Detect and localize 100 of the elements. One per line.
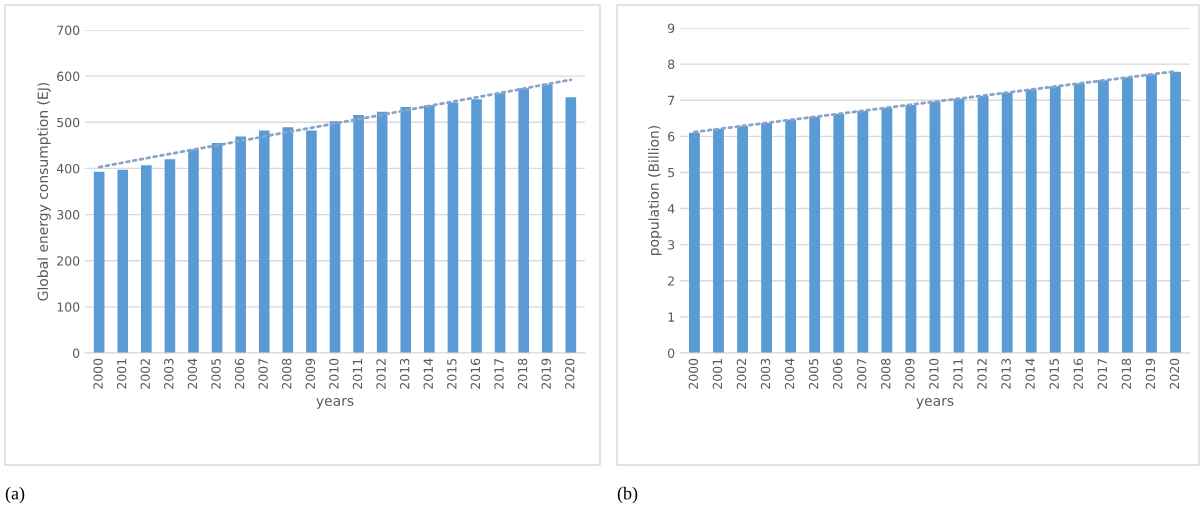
bar — [565, 97, 577, 353]
x-tick-label: 2001 — [712, 359, 723, 389]
y-axis-title: Global energy consumption (EJ) — [37, 82, 51, 301]
bar — [282, 127, 294, 353]
y-tick-label: 5 — [668, 168, 675, 178]
bar — [929, 101, 941, 353]
x-tick-label: 2014 — [423, 358, 433, 389]
bar — [447, 102, 459, 353]
bar — [471, 99, 482, 353]
bar — [1001, 92, 1013, 353]
y-tick-label: 4 — [667, 204, 675, 214]
bar — [164, 159, 176, 353]
y-tick-label: 300 — [57, 210, 80, 220]
y-tick-label: 8 — [668, 59, 675, 70]
x-tick-label: 2009 — [905, 358, 915, 389]
bar — [689, 132, 700, 353]
bar — [905, 104, 917, 353]
x-tick-label: 2019 — [1145, 358, 1156, 389]
x-tick-label: 2010 — [929, 358, 939, 389]
bar — [1122, 77, 1133, 353]
bar — [93, 171, 105, 353]
x-tick-label: 2016 — [1073, 358, 1083, 389]
x-tick-label: 2002 — [736, 359, 747, 389]
y-tick-label: 100 — [57, 302, 80, 312]
bar — [977, 95, 989, 353]
x-tick-label: 2019 — [541, 358, 551, 389]
x-tick-label: 2008 — [282, 358, 292, 389]
x-tick-label: 2016 — [470, 358, 481, 389]
bar — [857, 111, 869, 353]
text: (b) — [617, 486, 638, 504]
x-tick-label: 2013 — [1001, 358, 1011, 389]
x-tick-label: 2010 — [329, 358, 339, 389]
x-tick-label: 2007 — [258, 358, 268, 389]
x-tick-label: 2015 — [447, 358, 457, 389]
bar — [1170, 71, 1181, 353]
bar — [235, 136, 246, 353]
x-tick-label: 2004 — [187, 358, 198, 389]
bar — [833, 113, 845, 353]
x-tick-label: 2000 — [688, 358, 699, 389]
text: (a) — [5, 486, 25, 504]
x-tick-label: 2017 — [494, 358, 504, 389]
x-tick-label: 2012 — [977, 359, 987, 389]
bar — [117, 169, 129, 353]
x-tick-label: 2000 — [93, 358, 103, 389]
bar — [329, 121, 341, 353]
x-tick-label: 2005 — [211, 358, 221, 389]
y-tick-label: 6 — [668, 131, 675, 142]
bar — [953, 98, 965, 353]
x-tick-label: 2017 — [1097, 358, 1108, 389]
bar — [761, 122, 773, 353]
bar — [424, 105, 435, 353]
bar — [376, 111, 388, 353]
y-tick-label: 3 — [668, 240, 675, 250]
y-tick-label: 9 — [667, 23, 675, 33]
x-axis-title: years — [316, 398, 354, 409]
bar — [881, 107, 893, 353]
y-tick-label: 1 — [668, 312, 674, 322]
x-tick-label: 2002 — [140, 359, 150, 389]
x-tick-label: 2005 — [808, 358, 819, 389]
bar — [306, 130, 317, 353]
bar — [494, 93, 506, 353]
x-tick-label: 2006 — [832, 358, 843, 389]
bar — [737, 126, 748, 353]
y-tick-label: 500 — [57, 117, 80, 128]
bar — [258, 130, 270, 353]
bar — [211, 143, 223, 353]
bar — [785, 119, 797, 353]
x-tick-label: 2018 — [517, 358, 528, 389]
x-tick-label: 2006 — [234, 358, 245, 389]
x-tick-label: 2020 — [565, 358, 575, 389]
x-axis-title: years — [916, 398, 954, 409]
x-tick-label: 2018 — [1121, 358, 1132, 389]
x-tick-label: 2020 — [1169, 358, 1180, 389]
bar — [141, 165, 152, 353]
x-tick-label: 2003 — [164, 358, 174, 389]
bar — [1073, 83, 1085, 353]
y-tick-label: 0 — [73, 348, 80, 358]
y-tick-label: 400 — [56, 163, 80, 174]
y-tick-label: 0 — [668, 348, 675, 358]
x-tick-label: 2004 — [784, 358, 795, 389]
x-tick-label: 2011 — [953, 359, 963, 389]
bar — [809, 116, 821, 353]
bar — [541, 84, 553, 353]
bar — [400, 107, 412, 353]
x-tick-label: 2015 — [1049, 358, 1059, 389]
x-tick-label: 2001 — [116, 359, 127, 389]
y-tick-label: 200 — [57, 256, 80, 266]
x-tick-label: 2011 — [352, 359, 363, 389]
x-tick-label: 2007 — [857, 358, 867, 389]
y-tick-label: 600 — [57, 71, 80, 82]
y-tick-label: 7 — [668, 95, 675, 105]
y-tick-label: 700 — [57, 25, 80, 35]
bar — [1097, 80, 1109, 353]
x-tick-label: 2008 — [881, 358, 891, 389]
y-tick-label: 2 — [668, 276, 674, 286]
bar — [188, 149, 199, 353]
x-tick-label: 2013 — [399, 358, 410, 389]
bar — [353, 114, 364, 353]
bar — [1146, 74, 1157, 353]
y-axis-title: population (Billion) — [648, 125, 662, 255]
